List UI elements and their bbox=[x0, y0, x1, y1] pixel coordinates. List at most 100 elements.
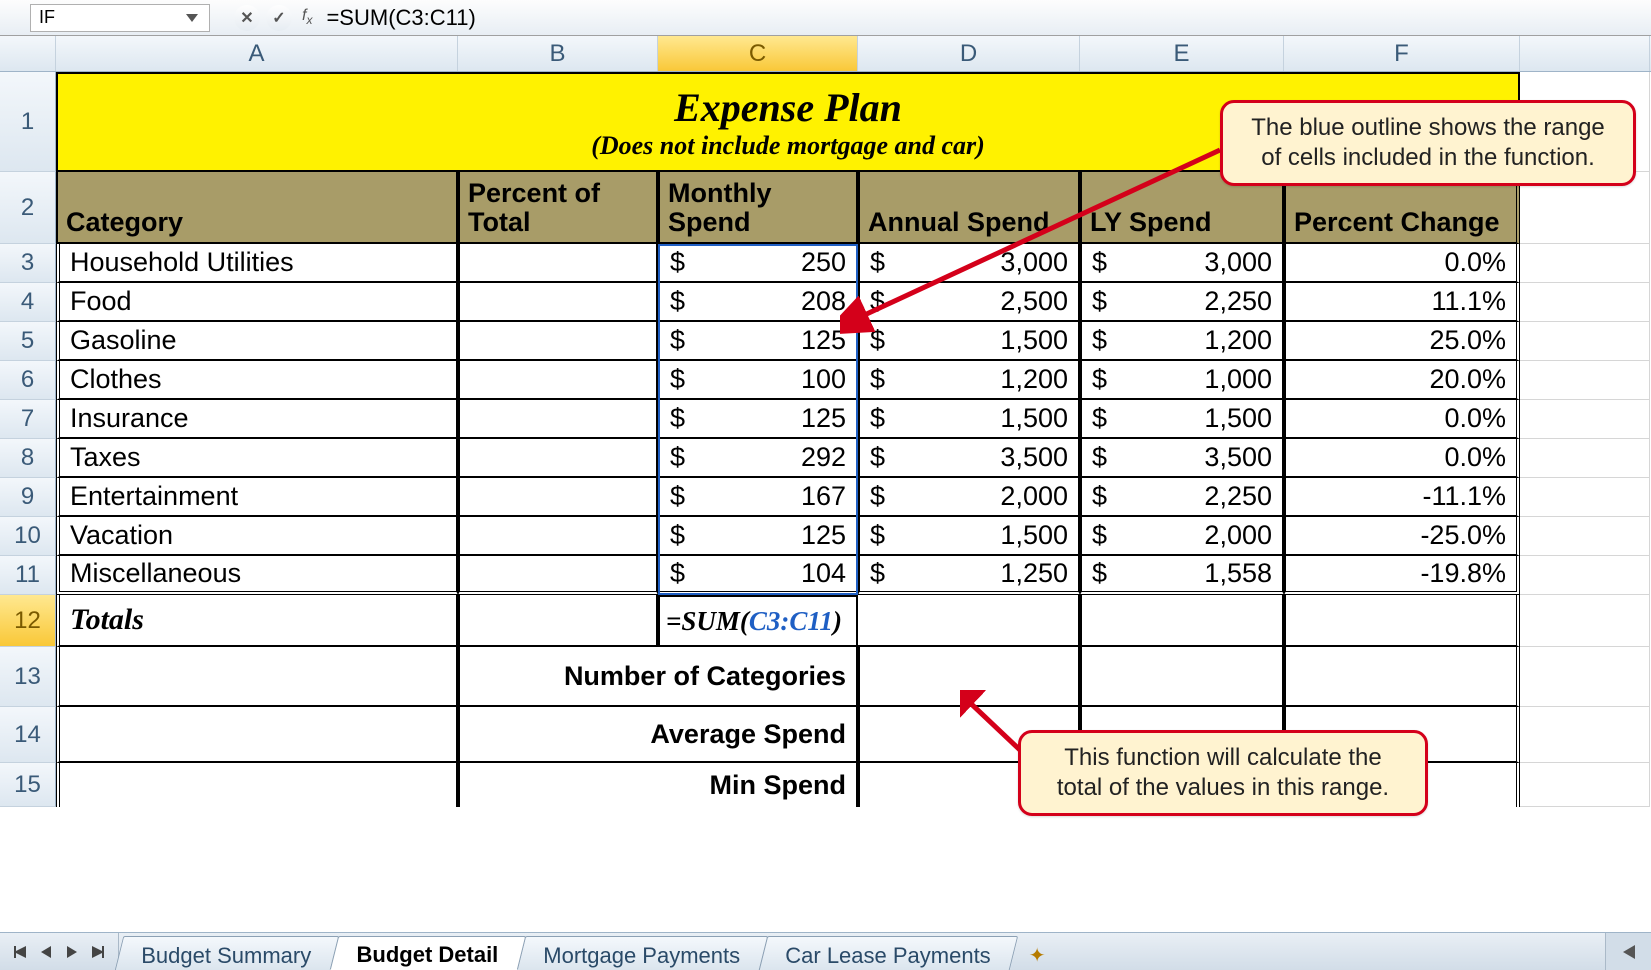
header-monthly-spend[interactable]: Monthly Spend bbox=[658, 172, 858, 244]
cell-ly-11[interactable]: $1,558 bbox=[1080, 556, 1284, 595]
cell-b12[interactable] bbox=[458, 595, 658, 647]
cell-monthly-8[interactable]: $292 bbox=[658, 439, 858, 478]
col-header-f[interactable]: F bbox=[1284, 36, 1520, 71]
cell-g3[interactable] bbox=[1520, 244, 1650, 283]
cell-ly-9[interactable]: $2,250 bbox=[1080, 478, 1284, 517]
cell-pctchange-10[interactable]: -25.0% bbox=[1284, 517, 1520, 556]
cell-annual-8[interactable]: $3,500 bbox=[858, 439, 1080, 478]
cell-g10[interactable] bbox=[1520, 517, 1650, 556]
cell-pctchange-5[interactable]: 25.0% bbox=[1284, 322, 1520, 361]
cell-monthly-7[interactable]: $125 bbox=[658, 400, 858, 439]
cell-monthly-10[interactable]: $125 bbox=[658, 517, 858, 556]
name-box[interactable]: IF bbox=[30, 4, 210, 32]
cell-g4[interactable] bbox=[1520, 283, 1650, 322]
col-header-d[interactable]: D bbox=[858, 36, 1080, 71]
cell-annual-11[interactable]: $1,250 bbox=[858, 556, 1080, 595]
enter-icon[interactable]: ✓ bbox=[266, 5, 292, 31]
cell-annual-4[interactable]: $2,500 bbox=[858, 283, 1080, 322]
col-header-e[interactable]: E bbox=[1080, 36, 1284, 71]
cell-b6[interactable] bbox=[458, 361, 658, 400]
col-header-b[interactable]: B bbox=[458, 36, 658, 71]
cell-g8[interactable] bbox=[1520, 439, 1650, 478]
hscroll-left-icon[interactable] bbox=[1605, 933, 1651, 970]
tab-mortgage-payments[interactable]: Mortgage Payments bbox=[517, 936, 768, 970]
row-header-8[interactable]: 8 bbox=[0, 439, 56, 478]
cell-b7[interactable] bbox=[458, 400, 658, 439]
cell-ly-6[interactable]: $1,000 bbox=[1080, 361, 1284, 400]
header-percent-total[interactable]: Percent of Total bbox=[458, 172, 658, 244]
cell-ly-3[interactable]: $3,000 bbox=[1080, 244, 1284, 283]
row-header-11[interactable]: 11 bbox=[0, 556, 56, 595]
cell-category-8[interactable]: Taxes bbox=[56, 439, 458, 478]
cell-annual-7[interactable]: $1,500 bbox=[858, 400, 1080, 439]
cell-monthly-6[interactable]: $100 bbox=[658, 361, 858, 400]
cell-ly-10[interactable]: $2,000 bbox=[1080, 517, 1284, 556]
summary-min-spend[interactable]: Min Spend bbox=[458, 763, 858, 807]
cell-pctchange-11[interactable]: -19.8% bbox=[1284, 556, 1520, 595]
cell-annual-5[interactable]: $1,500 bbox=[858, 322, 1080, 361]
cell-category-11[interactable]: Miscellaneous bbox=[56, 556, 458, 595]
cell-e13[interactable] bbox=[1080, 647, 1284, 707]
select-all-corner[interactable] bbox=[0, 36, 56, 71]
cell-e12[interactable] bbox=[1080, 595, 1284, 647]
cell-annual-6[interactable]: $1,200 bbox=[858, 361, 1080, 400]
col-header-c[interactable]: C bbox=[658, 36, 858, 71]
cell-g9[interactable] bbox=[1520, 478, 1650, 517]
cell-annual-9[interactable]: $2,000 bbox=[858, 478, 1080, 517]
tab-nav-first-icon[interactable] bbox=[8, 938, 32, 966]
cell-g5[interactable] bbox=[1520, 322, 1650, 361]
cell-category-6[interactable]: Clothes bbox=[56, 361, 458, 400]
cell-annual-10[interactable]: $1,500 bbox=[858, 517, 1080, 556]
tab-budget-detail[interactable]: Budget Detail bbox=[330, 936, 526, 970]
cancel-icon[interactable]: ✕ bbox=[234, 5, 260, 31]
col-header-g[interactable] bbox=[1520, 36, 1650, 71]
cell-ly-8[interactable]: $3,500 bbox=[1080, 439, 1284, 478]
cell-a15[interactable] bbox=[56, 763, 458, 807]
cell-pctchange-3[interactable]: 0.0% bbox=[1284, 244, 1520, 283]
cell-monthly-3[interactable]: $250 bbox=[658, 244, 858, 283]
cell-pctchange-6[interactable]: 20.0% bbox=[1284, 361, 1520, 400]
name-box-dropdown-icon[interactable] bbox=[183, 14, 201, 22]
cell-category-5[interactable]: Gasoline bbox=[56, 322, 458, 361]
header-category[interactable]: Category bbox=[56, 172, 458, 244]
cell-category-9[interactable]: Entertainment bbox=[56, 478, 458, 517]
row-header-3[interactable]: 3 bbox=[0, 244, 56, 283]
insert-sheet-icon[interactable]: ✦ bbox=[1017, 940, 1057, 970]
cell-a13[interactable] bbox=[56, 647, 458, 707]
cell-b11[interactable] bbox=[458, 556, 658, 595]
cell-monthly-11[interactable]: $104 bbox=[658, 556, 858, 595]
cell-pctchange-9[interactable]: -11.1% bbox=[1284, 478, 1520, 517]
tab-car-lease-payments[interactable]: Car Lease Payments bbox=[758, 936, 1018, 970]
cell-g14[interactable] bbox=[1520, 707, 1650, 763]
row-header-12[interactable]: 12 bbox=[0, 595, 56, 647]
cell-f13[interactable] bbox=[1284, 647, 1520, 707]
cell-ly-5[interactable]: $1,200 bbox=[1080, 322, 1284, 361]
row-header-1[interactable]: 1 bbox=[0, 72, 56, 172]
cell-category-4[interactable]: Food bbox=[56, 283, 458, 322]
cell-annual-3[interactable]: $3,000 bbox=[858, 244, 1080, 283]
cell-g11[interactable] bbox=[1520, 556, 1650, 595]
cell-category-3[interactable]: Household Utilities bbox=[56, 244, 458, 283]
tab-nav-prev-icon[interactable] bbox=[34, 938, 58, 966]
row-header-15[interactable]: 15 bbox=[0, 763, 56, 807]
row-header-14[interactable]: 14 bbox=[0, 707, 56, 763]
cell-b9[interactable] bbox=[458, 478, 658, 517]
cell-g6[interactable] bbox=[1520, 361, 1650, 400]
row-header-6[interactable]: 6 bbox=[0, 361, 56, 400]
row-header-13[interactable]: 13 bbox=[0, 647, 56, 707]
cell-g15[interactable] bbox=[1520, 763, 1650, 807]
cell-d13[interactable] bbox=[858, 647, 1080, 707]
summary-num-categories[interactable]: Number of Categories bbox=[458, 647, 858, 707]
cell-g13[interactable] bbox=[1520, 647, 1650, 707]
cell-a14[interactable] bbox=[56, 707, 458, 763]
cell-g7[interactable] bbox=[1520, 400, 1650, 439]
tab-nav-next-icon[interactable] bbox=[60, 938, 84, 966]
cell-b10[interactable] bbox=[458, 517, 658, 556]
cell-f12[interactable] bbox=[1284, 595, 1520, 647]
tab-budget-summary[interactable]: Budget Summary bbox=[115, 936, 339, 970]
cell-ly-7[interactable]: $1,500 bbox=[1080, 400, 1284, 439]
cell-category-10[interactable]: Vacation bbox=[56, 517, 458, 556]
cell-d12[interactable] bbox=[858, 595, 1080, 647]
editing-cell-c12[interactable]: =SUM(C3:C11) bbox=[658, 595, 858, 647]
row-header-9[interactable]: 9 bbox=[0, 478, 56, 517]
